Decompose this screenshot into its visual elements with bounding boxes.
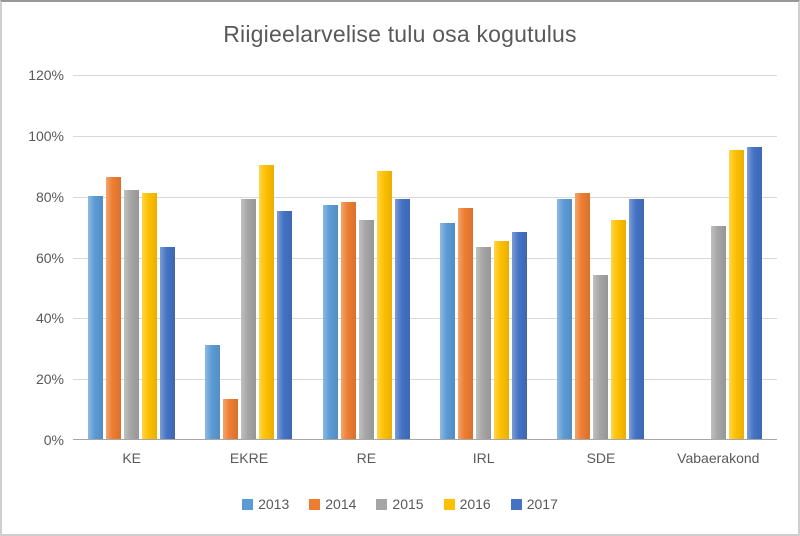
legend-swatch-2016 [443, 498, 455, 510]
bar-2017-sde [629, 198, 645, 440]
plot-area [73, 75, 777, 440]
bar-2015-vabaerakond [710, 226, 726, 439]
gridline-100 [73, 135, 777, 137]
bar-2014-ekre [223, 399, 239, 439]
legend-swatch-2013 [242, 498, 254, 510]
bar-2014-re [340, 201, 356, 440]
legend-item-2013: 2013 [242, 496, 289, 512]
bar-group-ekre [190, 75, 307, 440]
y-tick-label-120: 120% [28, 67, 64, 83]
bar-group-vabaerakond [660, 75, 777, 439]
y-tick-label-100: 100% [28, 127, 64, 144]
x-tick-label-ekre: EKRE [229, 450, 269, 466]
bar-2017-vabaerakond [746, 147, 762, 439]
legend-item-2015: 2015 [376, 496, 424, 512]
bar-2015-irl [476, 247, 492, 439]
bar-2017-re [394, 198, 410, 440]
y-tick-label-40: 40% [35, 310, 64, 327]
legend-label-2015: 2015 [392, 496, 424, 512]
bar-2016-ekre [259, 165, 275, 439]
bar-2016-ke [142, 192, 158, 440]
legend-label-2017: 2017 [526, 496, 558, 512]
x-tick-label-ke: KE [122, 450, 141, 466]
y-axis-labels: 120% 100% 80% 60% 40% 20% 0% [2, 2, 64, 534]
bar-group-irl [425, 75, 542, 440]
bar-2015-sde [593, 274, 609, 440]
bar-2017-ke [160, 247, 176, 439]
bar-2017-ekre [277, 210, 293, 440]
bar-2013-sde [557, 198, 573, 440]
chart-title: Riigieelarvelise tulu osa kogutulus [223, 21, 577, 47]
bar-group-ke [73, 75, 190, 440]
bar-2015-ekre [241, 198, 257, 440]
legend: 2013 2014 2015 2016 2017 [2, 496, 798, 512]
bar-2015-ke [124, 189, 140, 440]
legend-swatch-2015 [376, 498, 388, 510]
legend-item-2016: 2016 [443, 496, 491, 512]
x-tick-label-sde: SDE [586, 450, 616, 466]
y-tick-label-20: 20% [35, 371, 64, 388]
bar-group-re [308, 75, 425, 440]
bar-group-sde [542, 75, 659, 440]
bar-groups [73, 75, 777, 440]
bar-2016-irl [494, 241, 510, 439]
bar-2017-irl [512, 232, 528, 439]
bar-2014-irl [458, 207, 474, 440]
gridline-60 [73, 257, 777, 259]
bar-2013-ekre [205, 344, 221, 440]
bar-2013-ke [88, 195, 104, 440]
gridline-40 [73, 318, 777, 320]
gridline-20 [73, 379, 777, 381]
legend-item-2014: 2014 [309, 496, 356, 512]
gridline-80 [73, 196, 777, 198]
legend-item-2017: 2017 [510, 496, 558, 512]
y-tick-label-0: 0% [43, 432, 64, 448]
bar-2016-vabaerakond [728, 150, 744, 439]
legend-swatch-2014 [309, 498, 321, 510]
y-tick-label-60: 60% [35, 249, 64, 266]
legend-label-2016: 2016 [459, 496, 491, 512]
legend-label-2013: 2013 [258, 496, 290, 512]
legend-label-2014: 2014 [325, 496, 357, 512]
bar-2013-irl [440, 223, 456, 439]
legend-swatch-2017 [510, 498, 522, 510]
x-axis-labels: KE EKRE RE IRL SDE Vabaerakond [73, 450, 777, 466]
bar-2016-sde [611, 220, 627, 439]
y-tick-label-80: 80% [35, 188, 64, 205]
bar-2013-re [322, 204, 338, 440]
gridline-120 [73, 75, 777, 76]
bar-2015-re [358, 220, 374, 439]
x-tick-label-irl: IRL [472, 450, 495, 466]
bar-2016-re [376, 171, 392, 439]
bar-2014-sde [575, 192, 591, 440]
x-tick-label-re: RE [356, 450, 377, 466]
x-tick-label-vabaerakond: Vabaerakond [677, 450, 760, 466]
bar-2014-ke [106, 177, 122, 439]
